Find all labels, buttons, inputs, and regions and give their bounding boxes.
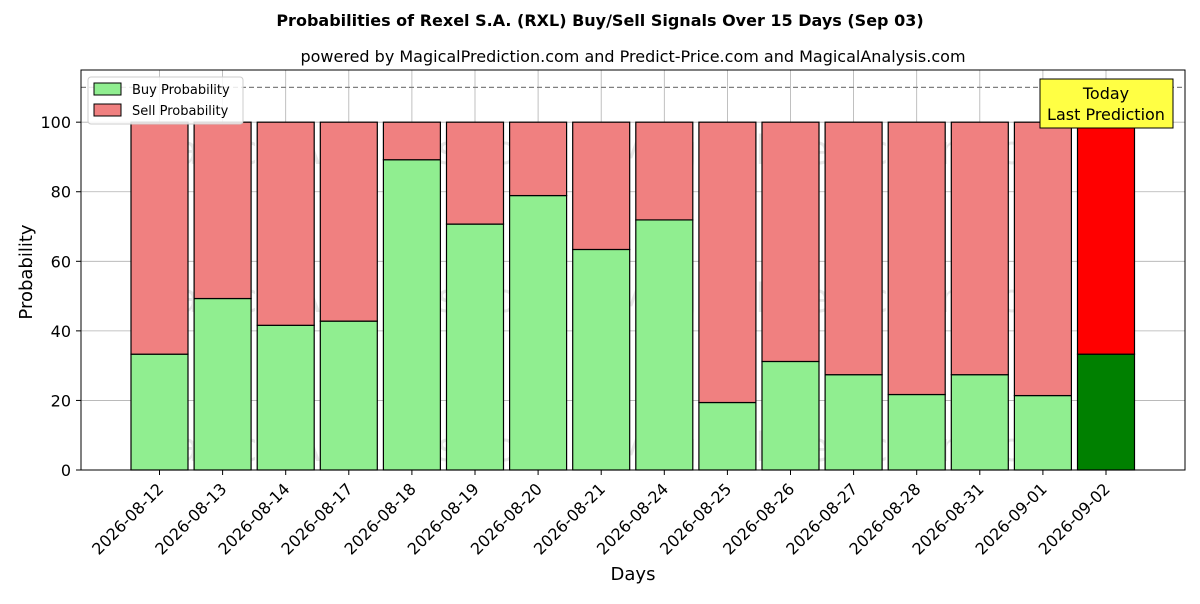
buy-bar — [382, 159, 441, 471]
y-tick-label: 20 — [51, 391, 71, 410]
buy-bar — [445, 223, 505, 471]
chart-title: Probabilities of Rexel S.A. (RXL) Buy/Se… — [276, 11, 923, 30]
sell-bar — [382, 121, 441, 161]
buy-bar — [193, 297, 252, 471]
sell-bar — [635, 121, 694, 221]
buy-bar — [509, 194, 568, 471]
buy-bar — [256, 324, 315, 471]
x-axis-title: Days — [611, 564, 656, 585]
annotation-line-2: Last Prediction — [1047, 105, 1165, 124]
sell-bar — [509, 121, 568, 197]
buy-bar — [824, 374, 883, 471]
sell-bar — [824, 121, 883, 376]
sell-bar — [1013, 121, 1073, 397]
legend-label-sell: Sell Probability — [132, 104, 229, 119]
plot-frame — [80, 69, 1186, 471]
sell-bar — [130, 121, 189, 355]
sell-bar — [950, 121, 1009, 376]
legend-box — [87, 76, 244, 125]
chart-subtitle: powered by MagicalPrediction.com and Pre… — [300, 47, 965, 66]
buy-bar — [130, 353, 189, 471]
sell-bar — [887, 121, 946, 396]
annotation-line-1: Today — [1082, 84, 1129, 103]
sell-bar — [319, 121, 378, 322]
buy-bar — [319, 320, 378, 471]
buy-bar — [950, 374, 1009, 471]
buy-bar — [698, 401, 757, 471]
sell-bar — [698, 121, 757, 404]
buy-bar — [572, 248, 631, 471]
sell-bar — [572, 121, 631, 251]
y-tick-label: 60 — [51, 252, 71, 271]
sell-bar — [445, 121, 505, 225]
y-tick-label: 40 — [51, 322, 71, 341]
legend-swatch-sell — [93, 103, 122, 117]
annotation-box — [1039, 78, 1174, 129]
y-tick-label: 80 — [51, 183, 71, 202]
sell-bar — [256, 121, 315, 326]
legend-label-buy: Buy Probability — [132, 83, 230, 98]
buy-bar — [1076, 353, 1136, 471]
y-tick-label: 0 — [61, 461, 71, 480]
y-tick-label: 100 — [40, 113, 71, 132]
buy-bar — [887, 393, 946, 471]
buy-bar — [761, 360, 820, 471]
buy-bar — [635, 219, 694, 471]
y-axis-title: Probability — [16, 224, 37, 319]
sell-bar — [193, 121, 252, 300]
sell-bar — [1076, 121, 1136, 355]
sell-bar — [761, 121, 820, 363]
buy-bar — [1013, 394, 1073, 471]
plot-area: 020406080100MagicalAnalysis.comMagicalPr… — [40, 69, 1186, 559]
legend-swatch-buy — [93, 82, 122, 96]
